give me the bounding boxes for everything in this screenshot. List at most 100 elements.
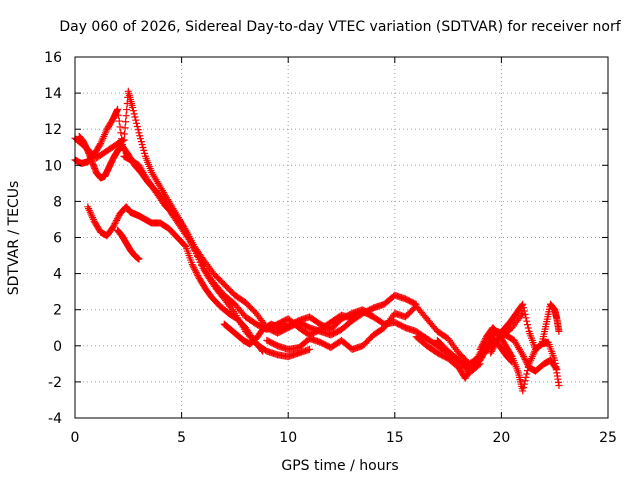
data-point (306, 345, 314, 353)
y-tick-labels: -4 -2 0 2 4 6 8 10 12 14 16 (44, 50, 62, 427)
data-point (113, 215, 121, 223)
data-point (138, 141, 146, 149)
y-tick-label: 0 (53, 339, 62, 355)
data-point (519, 351, 527, 359)
data-point (112, 218, 120, 226)
x-tick-labels: 0 5 10 15 20 25 (71, 430, 617, 446)
data-point (524, 321, 532, 329)
x-tick-label: 10 (279, 430, 297, 446)
series-track-3 (75, 132, 314, 361)
data-point (118, 135, 126, 143)
data-point (137, 138, 145, 146)
data-point (131, 113, 139, 121)
data-point (521, 356, 529, 364)
data-point (520, 384, 528, 392)
x-tick-label: 25 (599, 430, 617, 446)
data-point (555, 327, 563, 335)
x-tick-label: 5 (177, 430, 186, 446)
series-track-10 (487, 300, 563, 357)
series-track-4 (84, 203, 267, 355)
data-point (523, 370, 531, 378)
y-tick-label: 2 (53, 303, 62, 319)
data-point (521, 310, 529, 318)
y-tick-label: -2 (48, 375, 62, 391)
data-point (132, 116, 140, 124)
data-point (116, 123, 124, 131)
data-point (115, 117, 123, 125)
data-point (258, 346, 266, 354)
data-point (524, 367, 532, 375)
data-point (134, 126, 142, 134)
x-tick-label: 15 (386, 430, 404, 446)
data-point (192, 268, 200, 276)
data-point (508, 358, 516, 366)
data-point (113, 216, 121, 224)
data-point (123, 106, 131, 114)
data-point (524, 363, 532, 371)
data-point (476, 345, 484, 353)
data-point (523, 317, 531, 325)
data-point (520, 307, 528, 315)
data-point (185, 236, 193, 244)
data-point (191, 265, 199, 273)
data-point (488, 346, 496, 354)
y-tick-label: -4 (48, 411, 62, 427)
data-point (121, 130, 129, 138)
axis-ticks (74, 56, 609, 419)
data-point (555, 382, 563, 390)
data-point (133, 119, 141, 127)
y-tick-label: 10 (44, 158, 62, 174)
data-point (259, 347, 267, 355)
data-point (522, 314, 530, 322)
data-point (522, 373, 530, 381)
y-tick-label: 8 (53, 194, 62, 210)
data-point (520, 380, 528, 388)
data-points (71, 87, 563, 395)
x-axis-label: GPS time / hours (281, 458, 398, 474)
data-point (478, 341, 486, 349)
data-point (519, 300, 527, 308)
data-point (488, 347, 496, 355)
y-tick-label: 14 (44, 86, 62, 102)
data-point (481, 336, 489, 344)
data-point (537, 341, 545, 349)
series-track-5 (114, 226, 143, 263)
data-point (114, 111, 122, 119)
data-point (137, 135, 145, 143)
chart-title: Day 060 of 2026, Sidereal Day-to-day VTE… (59, 19, 621, 35)
data-point (480, 338, 488, 346)
data-point (109, 223, 117, 231)
data-point (188, 261, 196, 269)
data-point (487, 349, 495, 357)
data-point (135, 255, 143, 263)
data-point (536, 341, 544, 349)
data-point (114, 105, 122, 113)
y-tick-label: 12 (44, 122, 62, 138)
data-point (96, 141, 104, 149)
data-point (121, 124, 129, 132)
data-point (190, 264, 198, 272)
x-tick-label: 20 (492, 430, 510, 446)
data-point (519, 387, 527, 395)
data-point (189, 262, 197, 270)
data-point (489, 344, 497, 352)
data-point (111, 220, 119, 228)
data-point (129, 107, 137, 115)
x-tick-label: 0 (71, 430, 80, 446)
data-point (110, 221, 118, 229)
data-point (521, 377, 529, 385)
data-point (193, 270, 201, 278)
series-track-9 (476, 324, 563, 395)
data-point (114, 213, 122, 221)
data-point (490, 343, 498, 351)
data-point (191, 267, 199, 275)
data-point (520, 304, 528, 312)
data-point (524, 324, 532, 332)
data-point (478, 342, 486, 350)
data-point (133, 122, 141, 130)
data-point (117, 129, 125, 137)
data-point (129, 104, 137, 112)
data-point (122, 112, 130, 120)
